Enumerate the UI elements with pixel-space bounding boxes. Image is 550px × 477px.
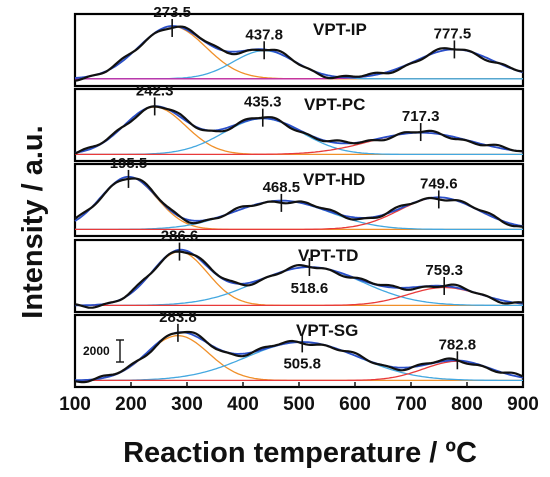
- peak-label: 283.8: [159, 309, 197, 326]
- x-axis-title: Reaction temperature / ºC: [123, 437, 477, 469]
- measured-signal-line: [74, 250, 524, 309]
- peak-component-3: [75, 286, 524, 307]
- measured-signal-line: [74, 25, 524, 82]
- x-tick-label: 900: [507, 394, 539, 415]
- x-tick-label: 200: [115, 394, 147, 415]
- sample-name: VPT-IP: [313, 20, 367, 39]
- panel-frame: [73, 12, 525, 88]
- peak-component-3: [75, 360, 524, 382]
- fitted-sum-line: [74, 105, 524, 154]
- peak-label: 468.5: [263, 179, 301, 196]
- panel-vpt-ip: 273.5 437.8 777.5 VPT-IP: [73, 4, 525, 88]
- measured-signal-line: [74, 177, 524, 228]
- peak-label: 195.5: [110, 155, 148, 172]
- x-tick-label: 500: [283, 394, 315, 415]
- peak-label: 437.8: [245, 26, 283, 43]
- sample-name: VPT-SG: [296, 321, 358, 340]
- scale-bar-label: 2000: [83, 344, 110, 358]
- sample-name: VPT-TD: [298, 246, 358, 265]
- peak-label: 505.8: [283, 355, 321, 372]
- panel-vpt-sg: 283.8 505.8 782.8 VPT-SG: [73, 309, 525, 389]
- x-tick-label: 300: [171, 394, 203, 415]
- sample-name: VPT-HD: [303, 170, 365, 189]
- panel-frame: [73, 87, 525, 163]
- peak-label: 717.3: [402, 108, 440, 125]
- panel-vpt-pc: 242.3 435.3 717.3 VPT-PC: [73, 82, 525, 163]
- peak-label: 518.6: [291, 280, 329, 297]
- peak-label: 435.3: [244, 94, 282, 111]
- peak-label: 759.3: [425, 262, 463, 279]
- panel-frame: [73, 162, 525, 238]
- peak-label: 286.6: [161, 228, 199, 245]
- intensity-scale-bar: 2000: [83, 339, 124, 363]
- peak-label: 242.3: [136, 82, 174, 99]
- peak-label: 273.5: [153, 4, 191, 21]
- panel-vpt-hd: 195.5 468.5 749.6 VPT-HD: [73, 155, 525, 238]
- peak-component-3: [75, 132, 524, 156]
- peak-component-2: [75, 199, 523, 231]
- panel-frame: [73, 238, 525, 314]
- peak-label: 777.5: [434, 25, 472, 42]
- panel-vpt-td: 286.6 518.6 759.3 VPT-TD: [73, 228, 525, 314]
- x-axis-ticks: 100 200 300 400 500 600 700 800 900: [59, 382, 539, 415]
- measured-signal-line: [74, 330, 524, 384]
- x-tick-label: 400: [227, 394, 259, 415]
- x-tick-label: 800: [451, 394, 483, 415]
- measured-signal-line: [74, 105, 523, 155]
- peak-label: 749.6: [420, 175, 458, 192]
- peak-label: 782.8: [439, 336, 477, 353]
- x-tick-label: 100: [59, 394, 91, 415]
- panels-group: 273.5 437.8 777.5 VPT-IP 242.3 435.3 717.3 VPT-…: [73, 4, 525, 389]
- x-tick-label: 700: [395, 394, 427, 415]
- y-axis-title: Intensity / a.u.: [17, 125, 49, 318]
- sample-name: VPT-PC: [304, 95, 365, 114]
- x-tick-label: 600: [339, 394, 371, 415]
